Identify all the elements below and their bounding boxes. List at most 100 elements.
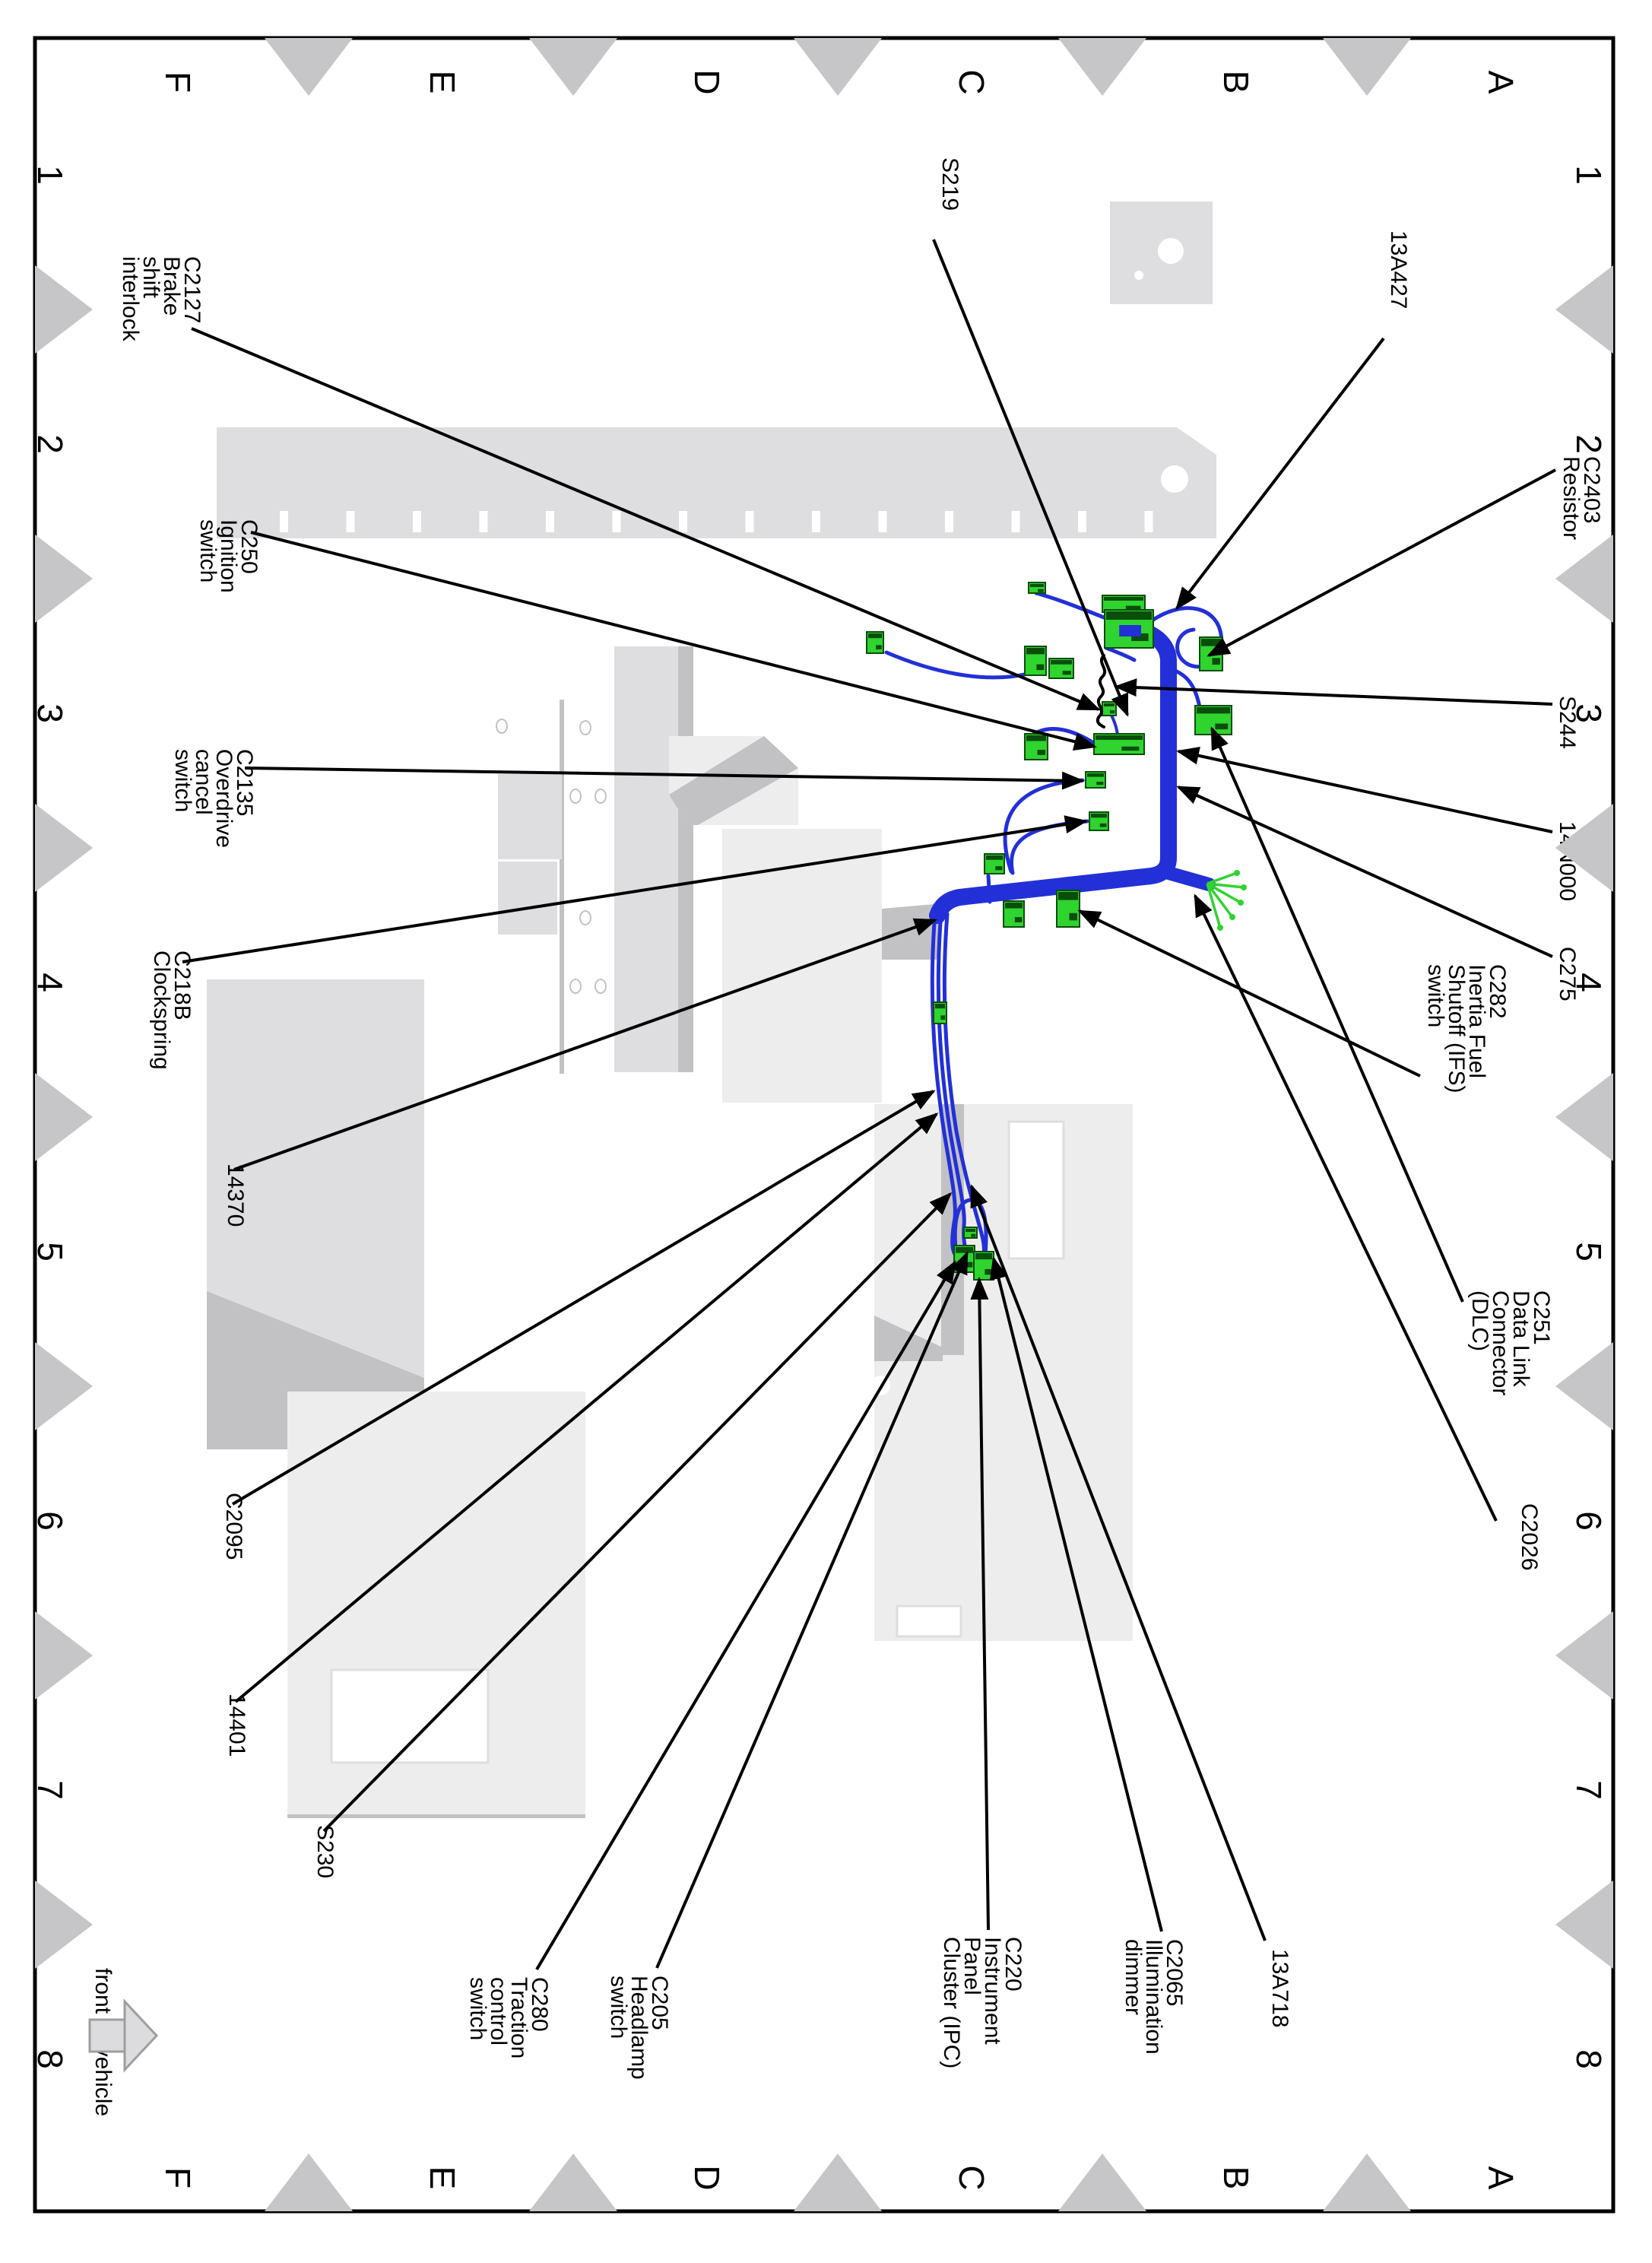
harness-wire	[1162, 866, 1216, 891]
connector	[984, 853, 1005, 874]
connector-detail	[1062, 671, 1071, 675]
callout-line: 14401	[224, 1693, 249, 1757]
leader-n14n000	[1176, 746, 1553, 833]
callout-line: interlock	[118, 256, 143, 342]
grid-letter-top: A	[1481, 71, 1520, 94]
leader-c2065	[989, 1256, 1163, 1932]
leader-c2127	[191, 327, 1101, 711]
grid-letter-bottom: D	[687, 2165, 727, 2190]
callout-s244: S244	[1555, 696, 1580, 749]
connector-detail	[1037, 750, 1045, 755]
connector	[1093, 733, 1145, 755]
connector-detail	[1005, 903, 1023, 909]
grid-triangle-left	[35, 1611, 93, 1700]
pigtail-tip	[1238, 900, 1244, 906]
connector-detail	[1038, 589, 1044, 592]
callout-line: C2026	[1517, 1503, 1542, 1570]
callout-n14370: 14370	[223, 1163, 248, 1227]
callout-line: Headlamp	[626, 1976, 652, 2080]
connector	[1048, 658, 1074, 679]
wiring-harness	[866, 582, 1247, 1281]
grid-number-right: 8	[1569, 2049, 1609, 2069]
grid-triangle-top	[529, 38, 617, 96]
grid-number-right-text: 4	[1569, 973, 1609, 992]
grid-triangle-left	[35, 1881, 93, 1969]
callout-line: switch	[195, 519, 220, 582]
grid-triangle-right	[1555, 535, 1613, 623]
grid-triangle-bottom	[1058, 2154, 1146, 2211]
grid-triangle-top	[265, 38, 353, 96]
harness-wire	[1168, 667, 1202, 709]
leader-n13a718	[970, 1184, 1267, 1941]
grid-letter-top-text: A	[1481, 71, 1520, 94]
pigtail-tip	[1229, 914, 1235, 920]
callout-line: C282	[1485, 964, 1510, 1019]
connector-detail	[1096, 782, 1104, 786]
leader-s244	[1114, 678, 1553, 706]
connector	[963, 1227, 978, 1239]
callout-line: Data Link	[1508, 1290, 1533, 1388]
front-arrow-shaft	[88, 2018, 126, 2053]
connector-detail	[995, 866, 1003, 871]
grid-number-left: 8	[30, 2049, 70, 2069]
callout-line: S230	[312, 1825, 338, 1878]
connector-detail	[1026, 648, 1045, 655]
grid-number-left: 1	[30, 165, 70, 185]
vent-slot	[346, 511, 355, 532]
connector-detail	[868, 633, 882, 639]
grid-letter-top: D	[687, 69, 727, 94]
grid-triangle-top	[1323, 38, 1411, 96]
connector	[1102, 595, 1146, 613]
grid-number-right-text: 5	[1569, 1242, 1609, 1262]
callout-line: C2127	[179, 256, 205, 323]
vent-slot	[479, 511, 488, 532]
callout-line: 13A427	[1386, 230, 1411, 309]
panel-hole	[1161, 465, 1188, 493]
callout-line: Overdrive	[211, 749, 236, 848]
grid-triangle-right	[1555, 1881, 1613, 1969]
callout-line: control	[486, 1977, 511, 2046]
callout-line: C2095	[221, 1493, 246, 1560]
connector-detail	[975, 1253, 992, 1260]
grid-letter-bottom: C	[952, 2165, 991, 2190]
grid-triangle-right	[1555, 1342, 1613, 1430]
grid-letter-top-text: E	[423, 71, 462, 94]
callout-line: C220	[1000, 1937, 1026, 1992]
grid-triangle-right	[1555, 1611, 1613, 1700]
harness-wire	[930, 910, 962, 1261]
callout-line: C275	[1555, 947, 1580, 1001]
grid-number-right-text: 6	[1569, 1511, 1609, 1531]
callout-line: Cluster (IPC)	[939, 1937, 964, 2068]
callout-line: 13A718	[1267, 1949, 1292, 2027]
harness-wire	[1003, 778, 1085, 874]
callout-line: Illumination	[1141, 1939, 1166, 2055]
connector	[1089, 811, 1109, 831]
connector	[1028, 582, 1046, 594]
front-arrow-head	[123, 1998, 159, 2073]
callout-line: S219	[937, 157, 962, 211]
panel-hole	[496, 719, 508, 734]
panel-hole	[595, 789, 607, 804]
leader-c250	[250, 531, 1097, 751]
connector-detail	[1091, 814, 1107, 818]
grid-number-right: 7	[1569, 1780, 1609, 1800]
grid-number-left-text: 2	[30, 434, 70, 454]
harness-wire	[884, 650, 1030, 680]
grid-number-right-text: 7	[1569, 1780, 1609, 1800]
connector	[1104, 609, 1154, 649]
pigtail-lead	[1206, 882, 1234, 919]
grid-letter-bottom-text: C	[952, 2165, 991, 2190]
connector	[1085, 771, 1106, 789]
structure-panel	[722, 829, 882, 1103]
callout-line: switch	[606, 1976, 631, 2039]
vent-slot	[1078, 511, 1086, 532]
splice-squiggle	[1096, 654, 1107, 728]
connector-detail	[956, 1247, 973, 1253]
connector-detail	[1096, 735, 1143, 740]
grid-triangle-bottom	[794, 2154, 882, 2211]
connector-detail	[1121, 746, 1140, 751]
